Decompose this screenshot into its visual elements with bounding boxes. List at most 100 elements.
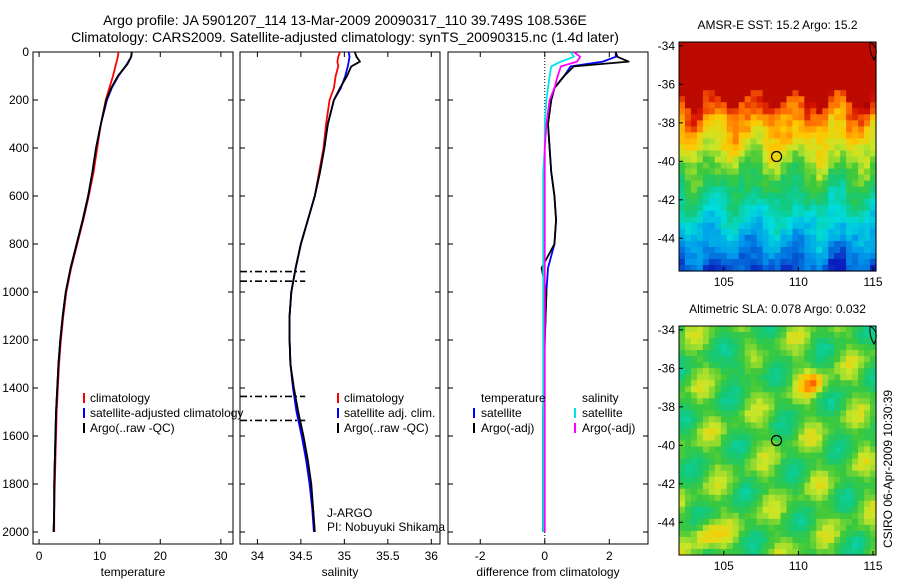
map-cell <box>726 66 734 73</box>
map-cell <box>858 96 865 103</box>
map-cell <box>720 524 728 532</box>
map-cell <box>804 428 811 436</box>
map-cell <box>768 356 776 363</box>
map-cell <box>780 428 788 436</box>
map-cell <box>696 440 704 448</box>
map-cell <box>702 228 710 236</box>
map-cell <box>726 548 734 556</box>
map-cell <box>792 192 799 200</box>
map-cell <box>726 168 734 176</box>
map-cell <box>679 252 686 260</box>
map-cell <box>816 240 823 248</box>
map-cell <box>702 374 710 381</box>
map-cell <box>696 264 704 272</box>
map-cell <box>726 488 734 496</box>
map-cell <box>762 258 770 266</box>
map-cell <box>846 246 853 254</box>
map-cell <box>750 228 758 236</box>
map-cell <box>804 482 811 490</box>
map-cell <box>852 356 859 363</box>
map-cell <box>846 470 853 478</box>
map-cell <box>774 476 782 484</box>
map-cell <box>774 108 782 115</box>
map-cell <box>780 132 788 140</box>
map-cell <box>792 536 799 544</box>
x-tick-label: 0 <box>541 549 548 563</box>
map-cell <box>714 150 722 158</box>
map-cell <box>816 108 823 115</box>
map-cell <box>720 180 728 188</box>
map-cell <box>798 374 805 381</box>
map-cell <box>846 392 853 399</box>
map-cell <box>750 494 758 502</box>
map-cell <box>714 440 722 448</box>
map-cell <box>726 234 734 242</box>
map-cell <box>834 434 841 442</box>
map-cell <box>822 392 829 399</box>
map-cell <box>798 446 805 454</box>
map-cell <box>756 446 764 454</box>
map-cell <box>702 338 710 345</box>
map-cell <box>786 162 794 170</box>
map-cell <box>684 186 692 194</box>
map-cell <box>804 144 811 152</box>
map-cell <box>690 246 698 254</box>
map-cell <box>690 210 698 218</box>
map-cell <box>744 54 752 61</box>
map-cell <box>870 392 877 399</box>
map-cell <box>852 368 859 375</box>
map-cell <box>696 494 704 502</box>
map-cell <box>714 518 722 526</box>
map-cell <box>828 240 835 248</box>
map-cell <box>744 174 752 182</box>
map-cell <box>834 362 841 369</box>
map-cell <box>870 386 877 393</box>
map-cell <box>858 210 865 218</box>
map-cell <box>804 252 811 260</box>
map-cell <box>822 542 829 550</box>
map-cell <box>798 228 805 236</box>
map-cell <box>858 132 865 140</box>
map-cell <box>708 180 716 188</box>
map-cell <box>762 434 770 442</box>
map-cell <box>690 392 698 399</box>
map-cell <box>846 138 853 146</box>
map-cell <box>738 54 746 61</box>
map-cell <box>702 114 710 121</box>
map-cell <box>679 542 686 550</box>
map-cell <box>816 446 823 454</box>
map-cell <box>798 416 805 424</box>
map-cell <box>684 198 692 206</box>
map-cell <box>702 410 710 417</box>
map-cell <box>768 530 776 538</box>
map-cell <box>762 198 770 206</box>
map-cell <box>708 410 716 417</box>
map-cell <box>750 404 758 411</box>
map-cell <box>816 488 823 496</box>
map-cell <box>702 108 710 115</box>
legend-label: climatology <box>344 391 404 405</box>
map-cell <box>768 132 776 140</box>
map-cell <box>852 452 859 460</box>
map-cell <box>822 102 829 109</box>
map-cell <box>702 458 710 466</box>
map-cell <box>750 392 758 399</box>
map-cell <box>750 428 758 436</box>
map-cell <box>792 234 799 242</box>
map-cell <box>780 258 788 266</box>
map-cell <box>858 186 865 194</box>
map-cell <box>816 536 823 544</box>
map-cell <box>846 536 853 544</box>
map-cell <box>679 368 686 375</box>
map-cell <box>828 476 835 484</box>
map-cell <box>816 374 823 381</box>
map-cell <box>738 428 746 436</box>
map-cell <box>774 440 782 448</box>
map-cell <box>834 126 841 133</box>
map-cell <box>852 102 859 109</box>
map-cell <box>780 102 788 109</box>
map-cell <box>702 60 710 67</box>
map-cell <box>702 144 710 152</box>
figure-title-line1: Argo profile: JA 5901207_114 13-Mar-2009… <box>103 12 587 28</box>
